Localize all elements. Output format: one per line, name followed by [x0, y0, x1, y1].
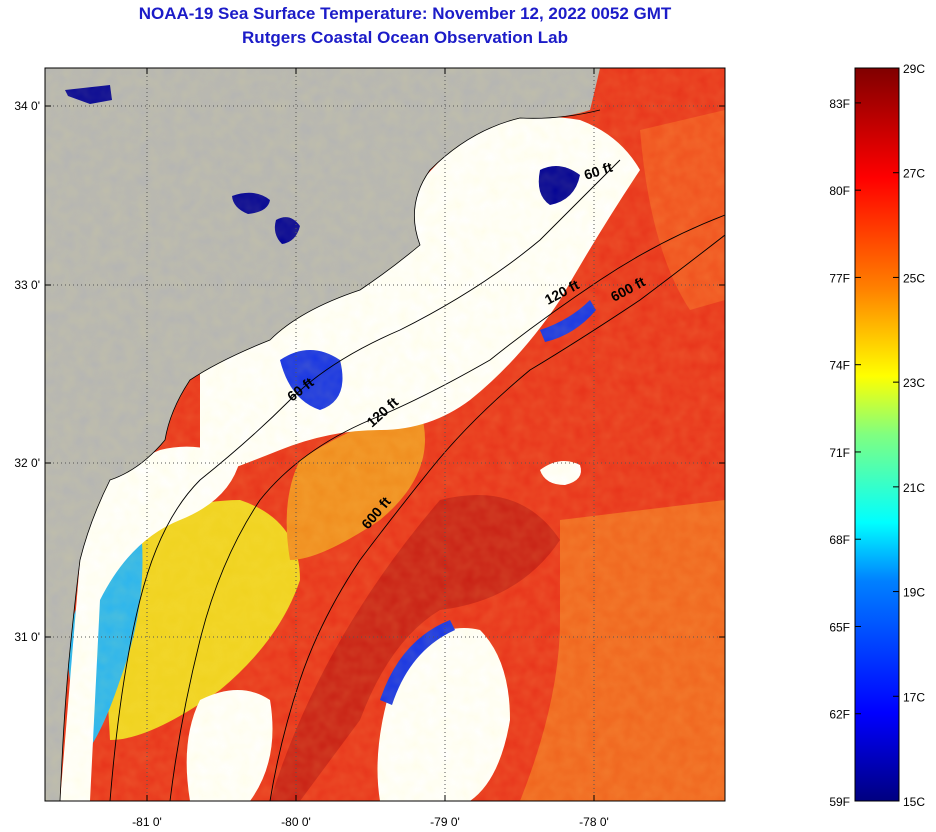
lat-tick-label: 33 0': [14, 278, 40, 292]
colorbar-celsius-labels: 29C 27C 25C 23C 21C 19C 17C 15C: [903, 62, 925, 809]
colorbar-gradient: [854, 67, 900, 802]
map-subtitle: Rutgers Coastal Ocean Observation Lab: [242, 28, 568, 47]
lon-tick-label: -78 0': [579, 815, 609, 829]
colorbar-fahrenheit-label: 74F: [829, 359, 850, 373]
lon-tick-label: -80 0': [281, 815, 311, 829]
lon-tick-label: -81 0': [132, 815, 162, 829]
colorbar-fahrenheit-label: 77F: [829, 271, 850, 285]
colorbar-fahrenheit-label: 83F: [829, 97, 850, 111]
contour-600ft: [269, 234, 725, 801]
axis-ticks: [45, 68, 725, 801]
colorbar-celsius-label: 29C: [903, 62, 925, 76]
colorbar-celsius-label: 19C: [903, 586, 925, 600]
colorbar-celsius-label: 23C: [903, 376, 925, 390]
lat-tick-label: 34 0': [14, 99, 40, 113]
contour-120ft: [169, 214, 725, 801]
lat-tick-label: 32 0': [14, 456, 40, 470]
colorbar-celsius-label: 27C: [903, 167, 925, 181]
map-title: NOAA-19 Sea Surface Temperature: Novembe…: [138, 4, 672, 23]
coastline: [59, 109, 601, 801]
colorbar-fahrenheit-label: 65F: [829, 620, 850, 634]
colorbar-ticks: [855, 67, 899, 802]
lat-tick-label: 31 0': [14, 630, 40, 644]
contour-60ft: [109, 159, 621, 801]
colorbar-fahrenheit-label: 68F: [829, 533, 850, 547]
graticule: [45, 68, 725, 801]
colorbar-celsius-label: 25C: [903, 271, 925, 285]
colorbar-fahrenheit-label: 59F: [829, 795, 850, 809]
lon-tick-label: -79 0': [430, 815, 460, 829]
colorbar-celsius-label: 15C: [903, 795, 925, 809]
colorbar-fahrenheit-label: 62F: [829, 708, 850, 722]
map-frame: [44, 67, 726, 802]
colorbar-celsius-label: 21C: [903, 481, 925, 495]
sst-noise-texture: [45, 68, 725, 801]
colorbar-fahrenheit-labels: 83F 80F 77F 74F 71F 68F 65F 62F 59F: [829, 97, 850, 809]
colorbar-celsius-label: 17C: [903, 690, 925, 704]
colorbar-fahrenheit-label: 71F: [829, 446, 850, 460]
colorbar-fahrenheit-label: 80F: [829, 184, 850, 198]
